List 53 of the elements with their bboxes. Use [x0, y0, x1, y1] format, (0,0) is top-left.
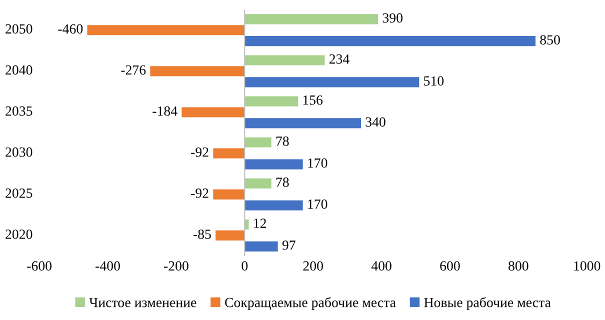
x-tick-label: -600: [27, 261, 52, 271]
legend-label: Сокращаемые рабочие места: [225, 297, 396, 310]
bar: [216, 230, 245, 241]
y-tick-label: 2035: [6, 106, 32, 116]
bar: [244, 14, 378, 24]
bar: [244, 55, 325, 66]
y-tick-label: 2030: [6, 147, 32, 157]
data-label: 78: [276, 136, 289, 146]
data-label: 850: [540, 35, 560, 45]
legend-label: Чистое изменение: [89, 298, 196, 308]
data-label: 12: [254, 218, 266, 228]
data-label: -460: [58, 24, 83, 34]
bar: [182, 107, 245, 118]
bar: [244, 36, 536, 46]
bar: [244, 241, 278, 252]
data-label: -276: [121, 65, 146, 75]
data-label: -92: [191, 147, 208, 157]
y-tick-label: 2025: [6, 188, 32, 198]
bar: [150, 66, 245, 76]
bar: [244, 118, 361, 128]
x-tick-label: 0: [242, 261, 248, 271]
y-tick-label: 2020: [6, 230, 32, 239]
bar: [244, 96, 298, 106]
data-label: 78: [276, 178, 289, 187]
x-tick-label: 800: [508, 261, 528, 271]
bar: [244, 137, 272, 148]
x-tick-label: 1000: [574, 261, 600, 271]
bar: [213, 189, 245, 200]
bar: [87, 25, 245, 36]
x-tick-label: -200: [164, 261, 188, 271]
data-label: -184: [152, 106, 178, 116]
bar: [244, 178, 272, 188]
data-label: 234: [329, 54, 350, 64]
data-label: 390: [382, 13, 403, 23]
x-tick-label: 400: [371, 261, 392, 271]
data-label: 156: [303, 95, 323, 105]
data-label: 97: [282, 240, 296, 250]
bar: [213, 148, 245, 158]
data-label: 170: [308, 158, 328, 168]
y-tick-label: 2040: [6, 65, 32, 75]
data-label: 510: [424, 76, 444, 86]
data-label: -92: [191, 188, 208, 198]
data-label: -85: [193, 230, 211, 239]
y-tick-label: 2050: [6, 24, 32, 34]
x-tick-label: -400: [96, 261, 120, 271]
bar: [244, 159, 303, 170]
x-tick-label: 600: [440, 261, 460, 271]
data-label: 170: [308, 199, 328, 209]
x-tick-label: 200: [303, 261, 323, 271]
legend-label: Новые рабочие места: [424, 297, 551, 310]
data-label: 340: [366, 117, 386, 127]
bar: [244, 77, 420, 88]
bar: [244, 200, 303, 210]
